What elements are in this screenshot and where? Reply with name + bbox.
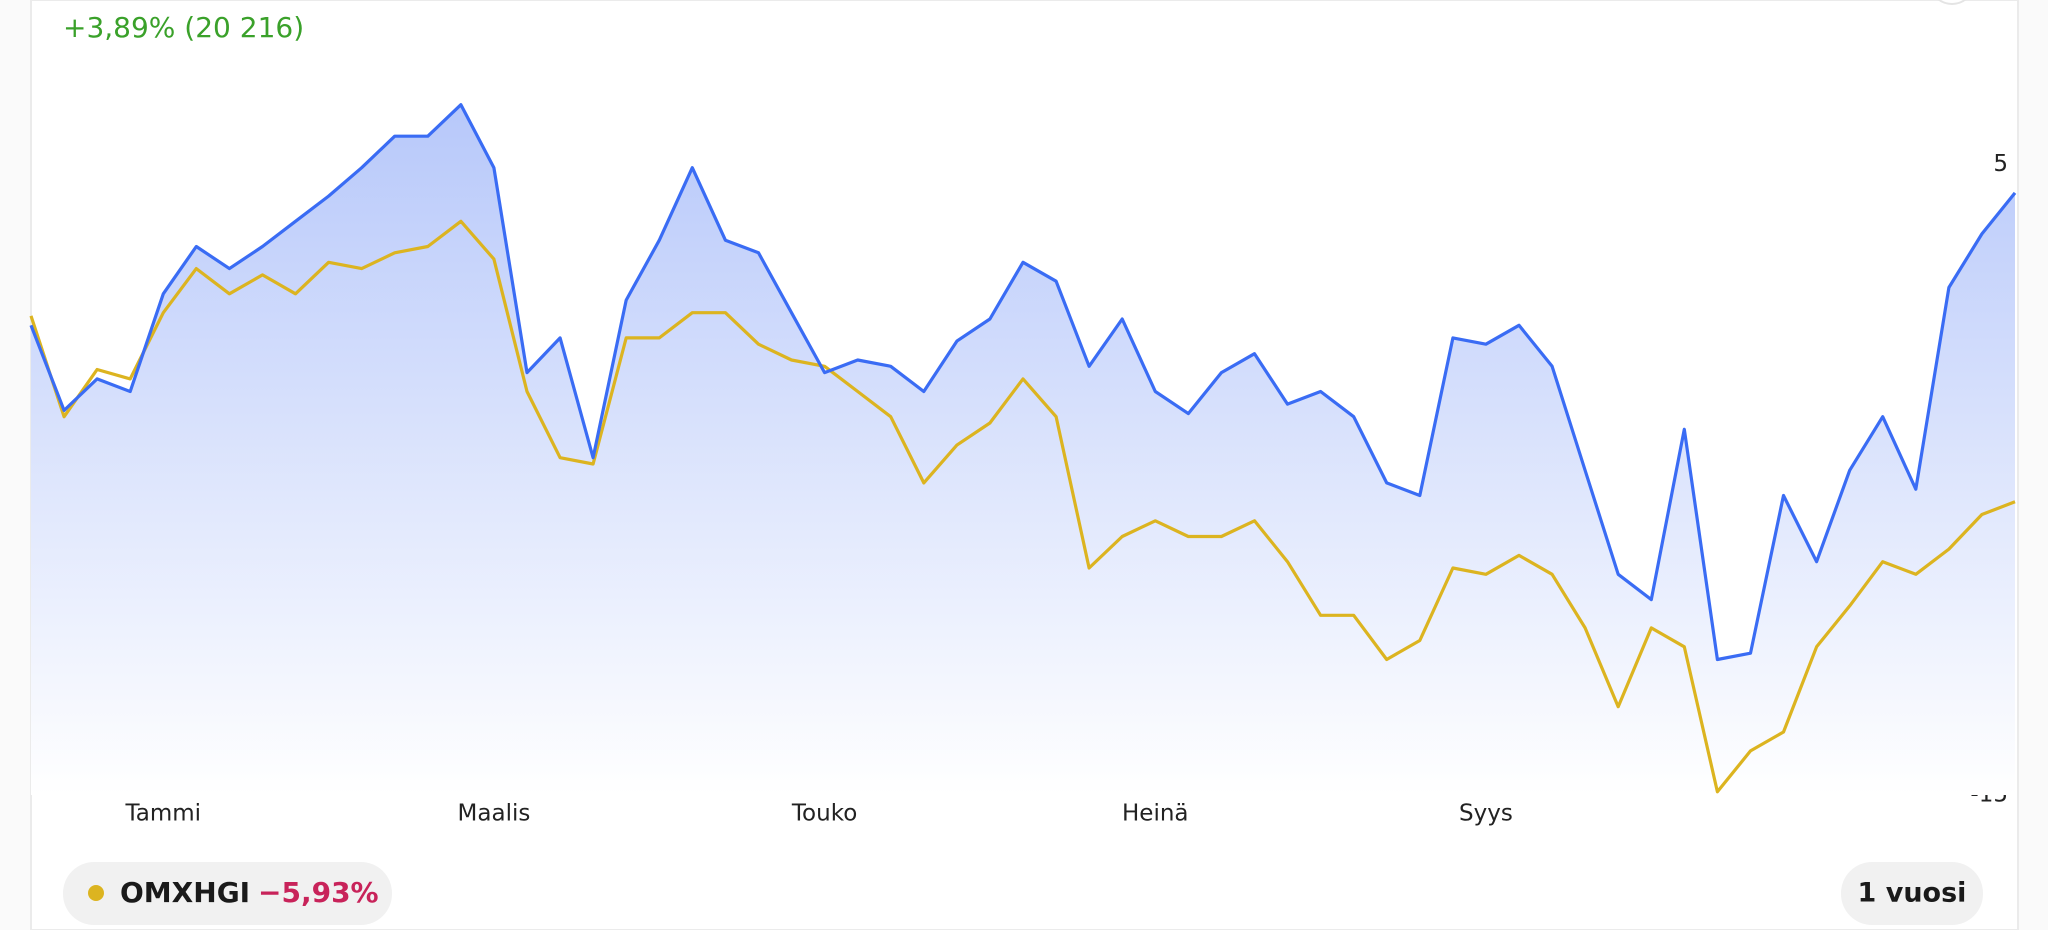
legend-dot — [88, 885, 104, 901]
x-tick-label: Heinä — [1122, 801, 1189, 827]
x-tick-label: Maalis — [458, 801, 531, 827]
area — [31, 104, 2015, 795]
change-label: +3,89% (20 216) — [63, 11, 304, 44]
plot: 50-5-10-15TammiMaalisToukoHeinäSyys — [29, 103, 2017, 827]
legend-change: −5,93% — [258, 876, 379, 909]
legend-label: OMXHGI — [120, 876, 250, 909]
series-line — [29, 103, 2017, 662]
menu-button[interactable] — [1930, 0, 1974, 5]
series-line — [29, 219, 2016, 794]
legend-pill[interactable] — [63, 862, 392, 925]
x-tick-label: Touko — [791, 801, 857, 827]
range-button[interactable] — [1841, 862, 1983, 925]
x-tick-label: Syys — [1459, 801, 1513, 827]
x-tick-label: Tammi — [124, 801, 201, 827]
y-tick-label: 5 — [1993, 151, 2008, 177]
range-label: 1 vuosi — [1858, 878, 1967, 909]
